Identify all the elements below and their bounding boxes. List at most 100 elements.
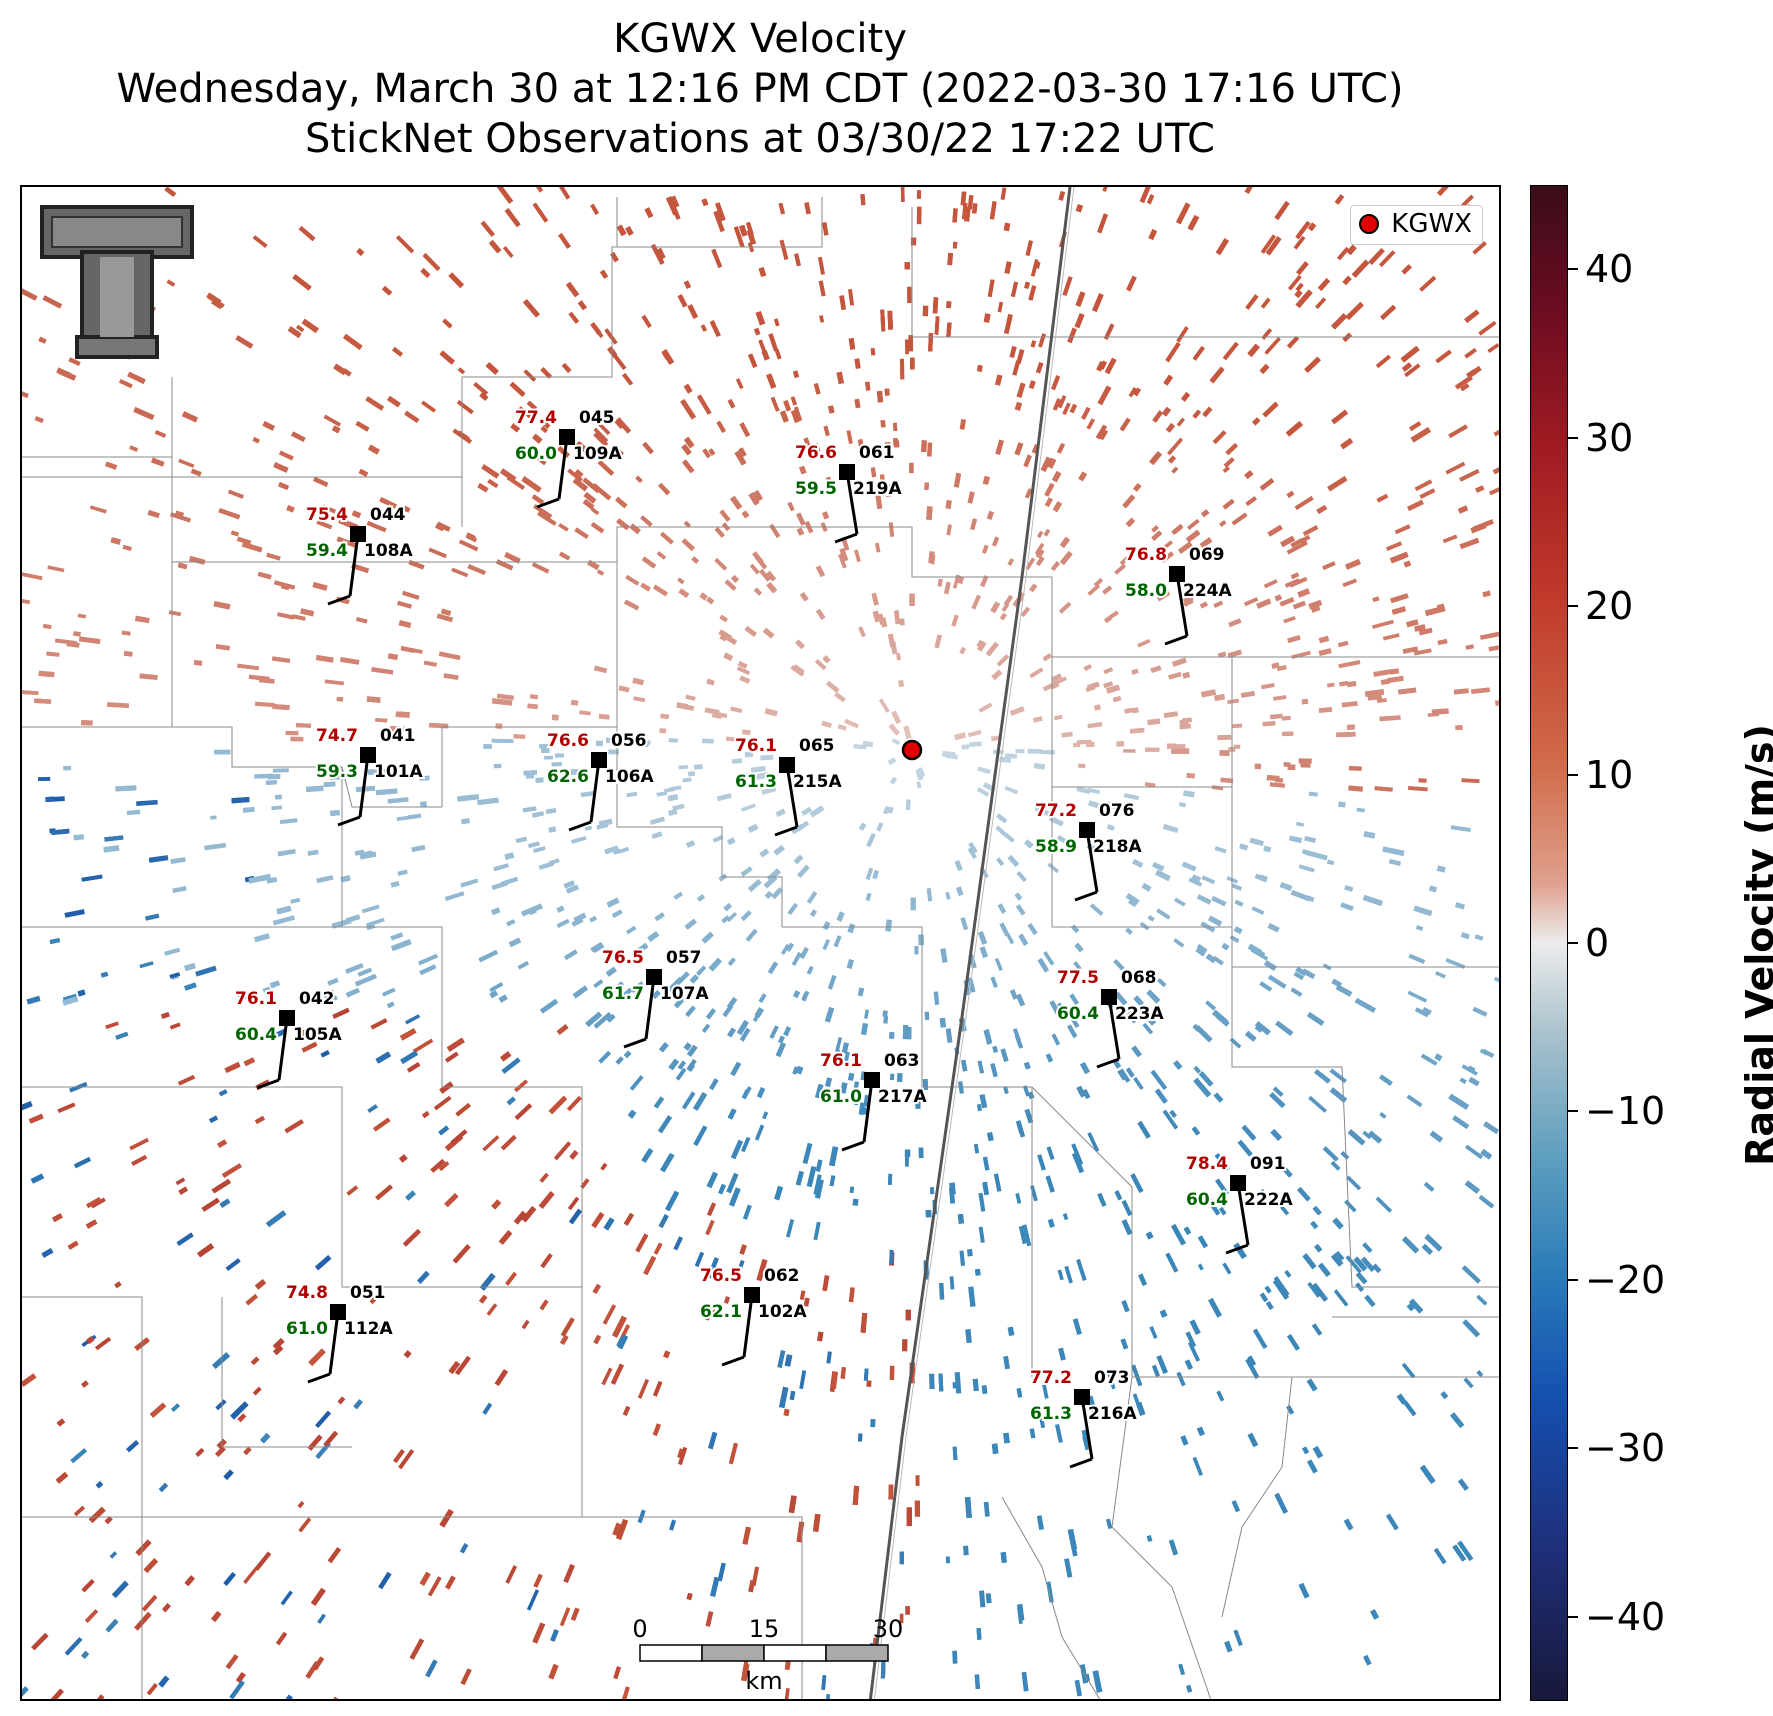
station-number: 057 xyxy=(666,948,702,968)
station-number: 065 xyxy=(799,736,835,756)
wind-barb-staff xyxy=(328,1311,340,1375)
velocity-echo-layer xyxy=(22,187,1499,1699)
station-marker[interactable] xyxy=(279,1010,295,1026)
station-marker[interactable] xyxy=(839,464,855,480)
wind-barb-flag xyxy=(834,532,858,544)
scale-bar: 0 15 30 km xyxy=(632,1615,903,1695)
station-222A[interactable]: 78.4 091 60.4 222A xyxy=(1184,1152,1295,1255)
station-temperature: 77.2 xyxy=(1030,1368,1072,1388)
station-dewpoint: 61.0 xyxy=(820,1087,862,1107)
station-id: 107A xyxy=(660,984,709,1004)
station-109A[interactable]: 77.4 045 60.0 109A xyxy=(513,406,624,509)
logo-stem-inner xyxy=(100,257,134,337)
wind-barb-staff xyxy=(557,436,569,500)
station-marker[interactable] xyxy=(360,747,376,763)
county-boundary xyxy=(341,1087,582,1288)
station-106A[interactable]: 76.6 056 62.6 106A xyxy=(545,729,656,832)
station-marker[interactable] xyxy=(591,752,607,768)
station-107A[interactable]: 76.5 057 61.7 107A xyxy=(600,946,711,1049)
station-marker[interactable] xyxy=(744,1287,760,1303)
county-boundary xyxy=(782,926,923,1087)
station-216A[interactable]: 77.2 073 61.3 216A xyxy=(1028,1366,1139,1469)
wind-barb-staff xyxy=(348,533,360,597)
highway-edge xyxy=(873,187,1075,1699)
station-218A[interactable]: 77.2 076 58.9 218A xyxy=(1033,799,1144,902)
station-dewpoint: 60.4 xyxy=(235,1025,277,1045)
station-number: 056 xyxy=(611,731,647,751)
station-id: 215A xyxy=(793,772,842,792)
radar-site-layer xyxy=(901,739,923,761)
scale-bar-segment xyxy=(701,1644,765,1662)
county-boundary xyxy=(911,207,1499,338)
county-boundary xyxy=(1221,1376,1293,1618)
station-223A[interactable]: 77.5 068 60.4 223A xyxy=(1055,966,1166,1069)
station-id: 219A xyxy=(853,479,902,499)
station-217A[interactable]: 76.1 063 61.0 217A xyxy=(818,1049,929,1152)
station-temperature: 76.6 xyxy=(795,443,837,463)
wind-barb-flag xyxy=(568,820,592,832)
colorbar-tick xyxy=(1568,1110,1578,1113)
station-number: 076 xyxy=(1099,801,1135,821)
station-marker[interactable] xyxy=(864,1072,880,1088)
station-dewpoint: 62.6 xyxy=(547,767,589,787)
station-marker[interactable] xyxy=(1101,989,1117,1005)
station-dewpoint: 60.4 xyxy=(1057,1004,1099,1024)
station-number: 069 xyxy=(1189,545,1225,565)
station-marker[interactable] xyxy=(1074,1389,1090,1405)
station-dewpoint: 61.0 xyxy=(286,1319,328,1339)
radar-map-canvas: 77.4 045 60.0 109A 76.6 061 59.5 219A 75.4 044 59.… xyxy=(22,187,1499,1699)
station-marker[interactable] xyxy=(1079,822,1095,838)
station-id: 108A xyxy=(364,541,413,561)
station-marker[interactable] xyxy=(1230,1175,1246,1191)
station-number: 041 xyxy=(380,726,416,746)
wind-barb-staff xyxy=(644,976,656,1040)
map-legend: KGWX xyxy=(1350,205,1483,245)
station-105A[interactable]: 76.1 042 60.4 105A xyxy=(233,987,344,1090)
station-215A[interactable]: 76.1 065 61.3 215A xyxy=(733,734,844,837)
wind-barb-staff xyxy=(1085,829,1099,893)
county-boundary xyxy=(1111,1376,1212,1699)
station-number: 042 xyxy=(299,989,335,1009)
station-108A[interactable]: 75.4 044 59.4 108A xyxy=(304,503,415,606)
colorbar-tick-label: −40 xyxy=(1585,1594,1666,1639)
station-224A[interactable]: 76.8 069 58.0 224A xyxy=(1123,543,1234,646)
station-marker[interactable] xyxy=(646,969,662,985)
scale-bar-segment xyxy=(825,1644,889,1662)
title-line-3: StickNet Observations at 03/30/22 17:22 … xyxy=(305,116,1215,162)
colorbar-tick xyxy=(1568,436,1578,439)
wind-barb-flag xyxy=(1096,1057,1120,1069)
radar-map[interactable]: 77.4 045 60.0 109A 76.6 061 59.5 219A 75.4 044 59.… xyxy=(20,185,1501,1701)
station-temperature: 77.5 xyxy=(1057,968,1099,988)
station-marker[interactable] xyxy=(330,1304,346,1320)
station-112A[interactable]: 74.8 051 61.0 112A xyxy=(284,1281,395,1384)
wind-barb-staff xyxy=(358,754,370,818)
county-boundary xyxy=(922,1086,1499,1378)
station-dewpoint: 60.0 xyxy=(515,444,557,464)
wind-barb-flag xyxy=(1164,634,1188,646)
station-temperature: 75.4 xyxy=(306,505,348,525)
title-line-1: KGWX Velocity xyxy=(613,16,907,62)
colorbar-tick xyxy=(1568,268,1578,271)
station-id: 112A xyxy=(344,1319,393,1339)
station-dewpoint: 61.7 xyxy=(602,984,644,1004)
station-marker[interactable] xyxy=(559,429,575,445)
station-marker[interactable] xyxy=(1169,566,1185,582)
highway-line xyxy=(868,187,1075,1699)
radar-site-marker[interactable] xyxy=(901,739,923,761)
title-line-2: Wednesday, March 30 at 12:16 PM CDT (202… xyxy=(116,66,1404,112)
station-temperature: 74.7 xyxy=(316,726,358,746)
station-marker[interactable] xyxy=(779,757,795,773)
station-dewpoint: 61.3 xyxy=(735,772,777,792)
station-219A[interactable]: 76.6 061 59.5 219A xyxy=(793,441,904,544)
station-101A[interactable]: 74.7 041 59.3 101A xyxy=(314,724,425,827)
county-boundary xyxy=(1231,967,1499,1288)
station-102A[interactable]: 76.5 062 62.1 102A xyxy=(698,1264,809,1367)
station-dewpoint: 59.4 xyxy=(306,541,348,561)
county-boundary xyxy=(1001,1496,1101,1699)
wind-barb-staff xyxy=(1175,573,1189,637)
station-temperature: 78.4 xyxy=(1186,1154,1228,1174)
colorbar-tick xyxy=(1568,1615,1578,1618)
county-boundary xyxy=(172,726,442,808)
scale-bar-tick-label: 0 xyxy=(632,1615,647,1643)
station-marker[interactable] xyxy=(350,526,366,542)
